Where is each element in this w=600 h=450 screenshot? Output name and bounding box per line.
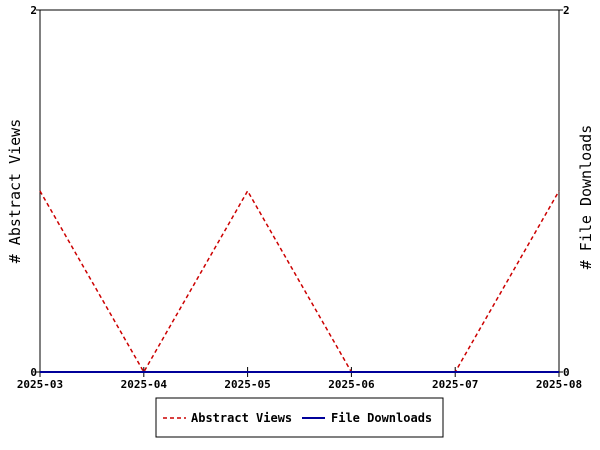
y-right-tick-label: 0: [563, 366, 570, 379]
x-tick-label: 2025-06: [328, 378, 375, 391]
legend: Abstract Views File Downloads: [155, 397, 444, 438]
x-tick-label: 2025-07: [432, 378, 478, 391]
x-tick-label: 2025-05: [224, 378, 270, 391]
series-layer: [39, 189, 560, 374]
y-axis-left-title: # Abstract Views: [6, 119, 24, 264]
plot-area: [39, 9, 560, 373]
x-tick-label: 2025-03: [17, 378, 63, 391]
legend-label-abstract-views: Abstract Views: [191, 411, 292, 425]
legend-label-file-downloads: File Downloads: [331, 411, 432, 425]
series-line-abstract-views: [39, 189, 560, 374]
y-right-tick-label: 2: [563, 4, 570, 17]
x-tick-label: 2025-04: [121, 378, 168, 391]
y-left-tick-label: 0: [30, 366, 37, 379]
x-axis-ticks: 2025-03 2025-04 2025-05 2025-06 2025-07 2025-…: [17, 367, 582, 391]
plot-frame: [39, 9, 560, 373]
x-tick-label: 2025-08: [536, 378, 582, 391]
y-axis-ticks: 0 2 0 2: [30, 4, 569, 379]
y-axis-right-title: # File Downloads: [577, 125, 595, 270]
legend-box: [155, 397, 444, 438]
y-left-tick-label: 2: [30, 4, 37, 17]
